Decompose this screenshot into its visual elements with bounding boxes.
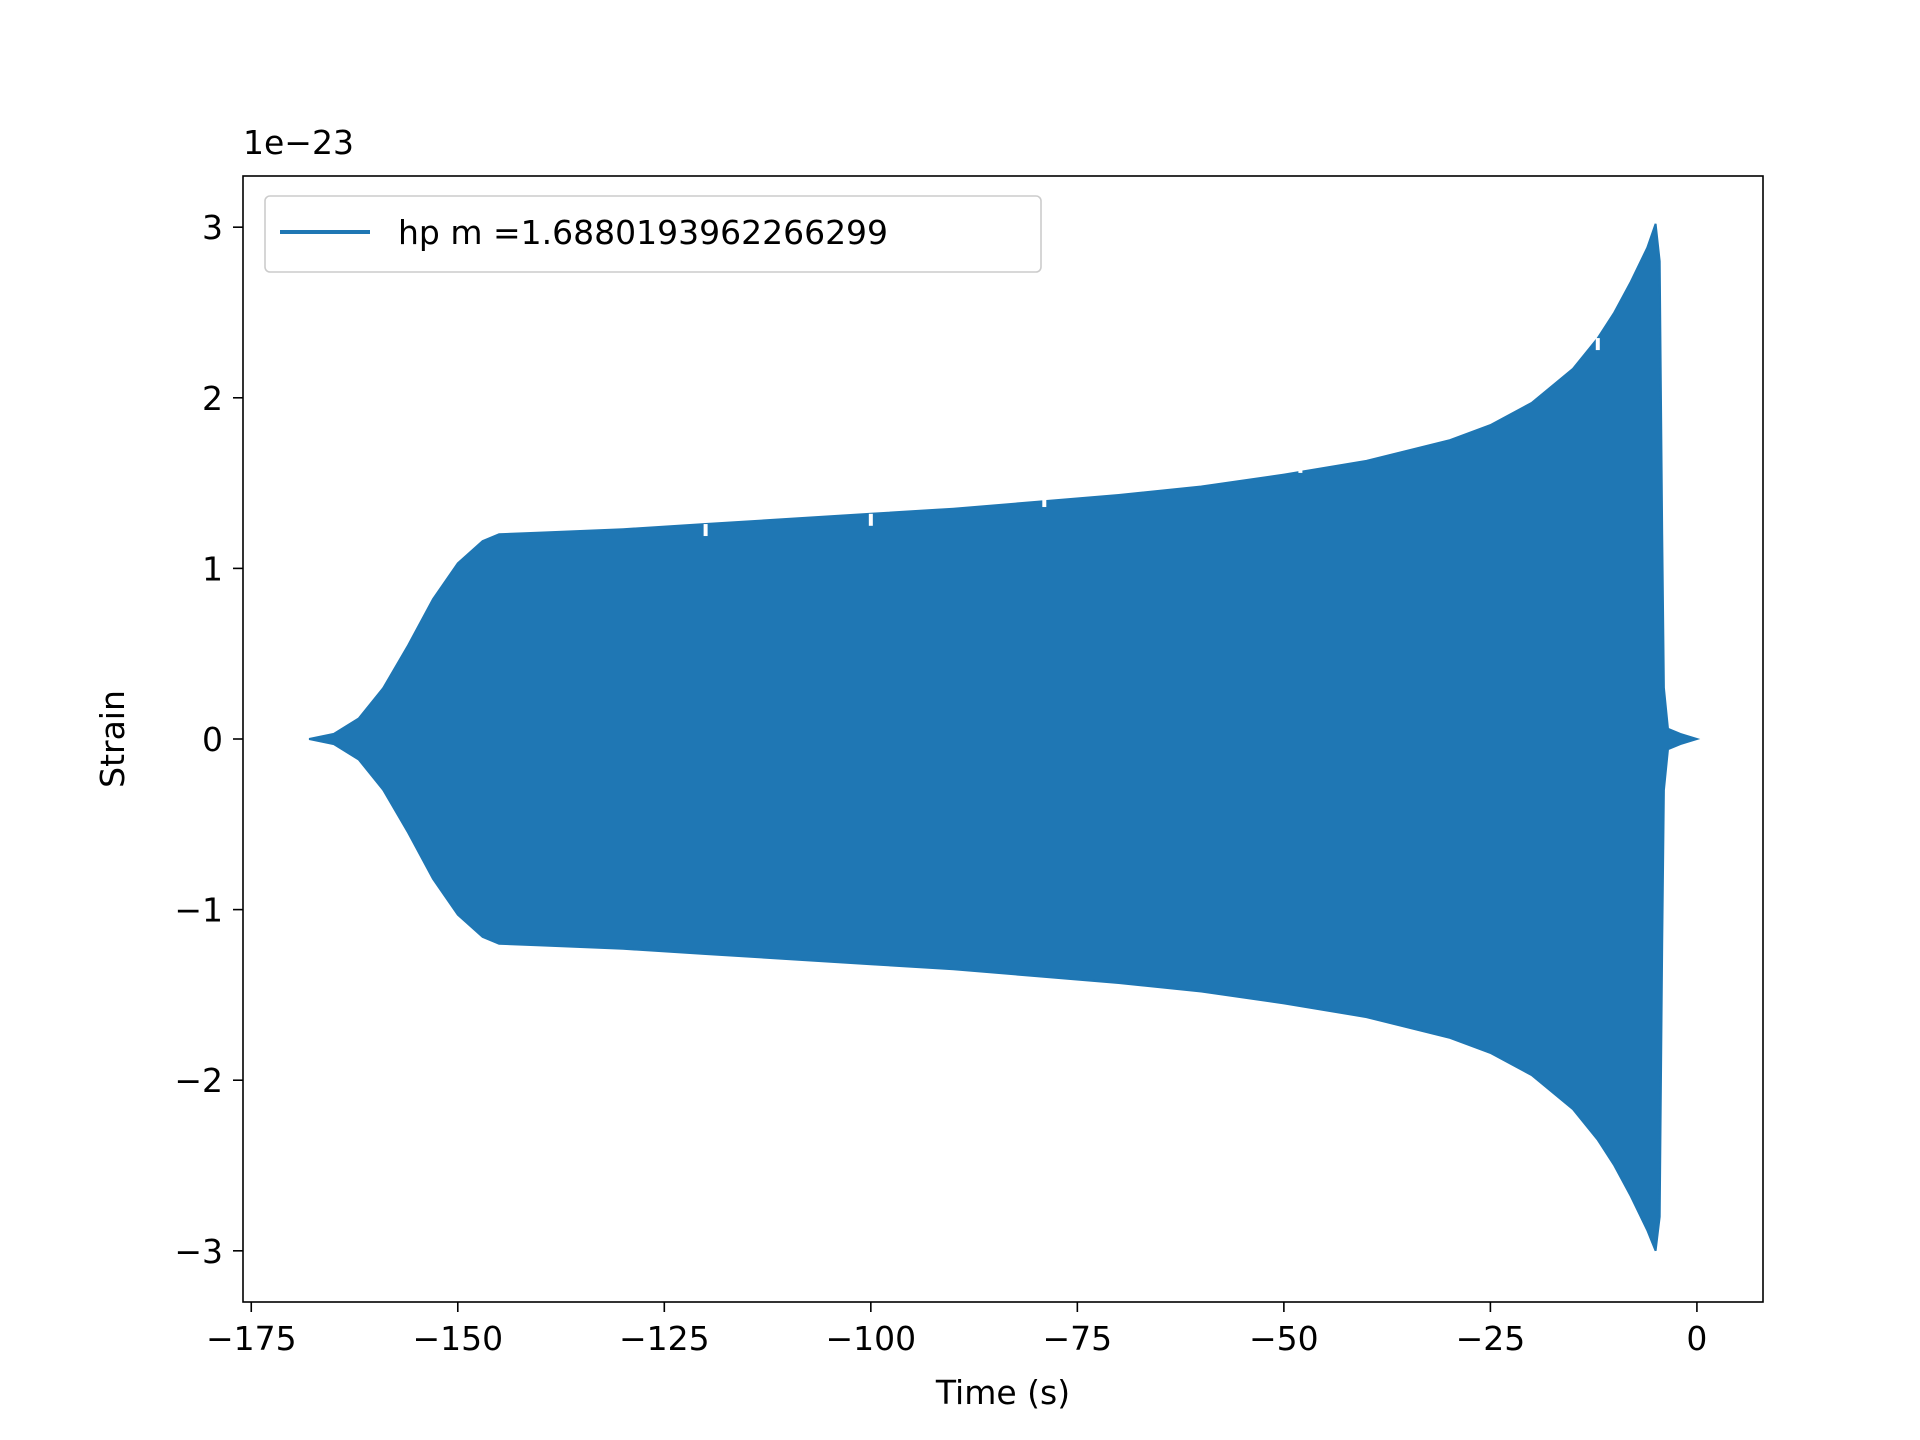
x-tick-label: 0 xyxy=(1686,1319,1707,1358)
x-tick-label: −150 xyxy=(412,1319,503,1358)
y-axis-label: Strain xyxy=(93,690,132,788)
y-tick-label: 2 xyxy=(202,379,223,418)
x-tick-label: −125 xyxy=(619,1319,710,1358)
y-tick-label: −3 xyxy=(174,1232,223,1271)
series-waveform xyxy=(308,223,1701,1252)
x-tick-label: −175 xyxy=(206,1319,297,1358)
x-axis-ticks: −175 −150 −125 −100 −75 −50 −25 0 xyxy=(206,1302,1707,1358)
y-tick-label: 3 xyxy=(202,208,223,247)
legend-entry-label: hp m =1.6880193962266299 xyxy=(398,213,888,252)
series-layer xyxy=(308,223,1701,1252)
y-axis-offset-label: 1e−23 xyxy=(243,123,354,162)
x-axis-label: Time (s) xyxy=(935,1373,1070,1412)
x-tick-label: −50 xyxy=(1249,1319,1319,1358)
y-tick-label: −1 xyxy=(174,891,223,930)
x-tick-label: −100 xyxy=(826,1319,917,1358)
x-tick-label: −75 xyxy=(1043,1319,1113,1358)
y-axis-ticks: −3 −2 −1 0 1 2 3 xyxy=(174,208,243,1271)
y-tick-label: 0 xyxy=(202,720,223,759)
x-tick-label: −25 xyxy=(1456,1319,1526,1358)
legend-box xyxy=(264,195,1042,273)
legend: hp m =1.6880193962266299 xyxy=(264,195,1042,273)
y-tick-label: 1 xyxy=(202,549,223,588)
y-tick-label: −2 xyxy=(174,1061,223,1100)
